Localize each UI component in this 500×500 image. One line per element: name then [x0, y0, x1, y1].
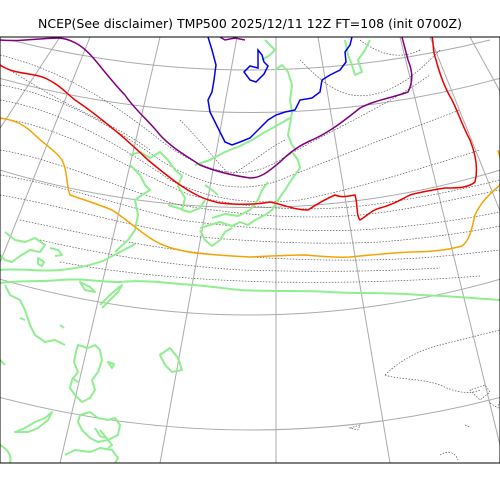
map-frame [0, 36, 500, 464]
coastlines [0, 39, 500, 463]
isotherm-purple-top [219, 37, 246, 41]
isotherm-orange [0, 117, 500, 258]
isotherm-blue [207, 37, 353, 146]
meridian-lines [0, 37, 500, 463]
isotherm-blue-loop [243, 47, 269, 83]
map-title: NCEP(See disclaimer) TMP500 2025/12/11 1… [38, 16, 462, 31]
isotherm-purple [0, 37, 413, 179]
minor-isotherms [0, 39, 500, 283]
minor-contour-southeast [348, 329, 500, 461]
isotherm-red [0, 37, 478, 221]
latitude-lines [0, 39, 500, 431]
